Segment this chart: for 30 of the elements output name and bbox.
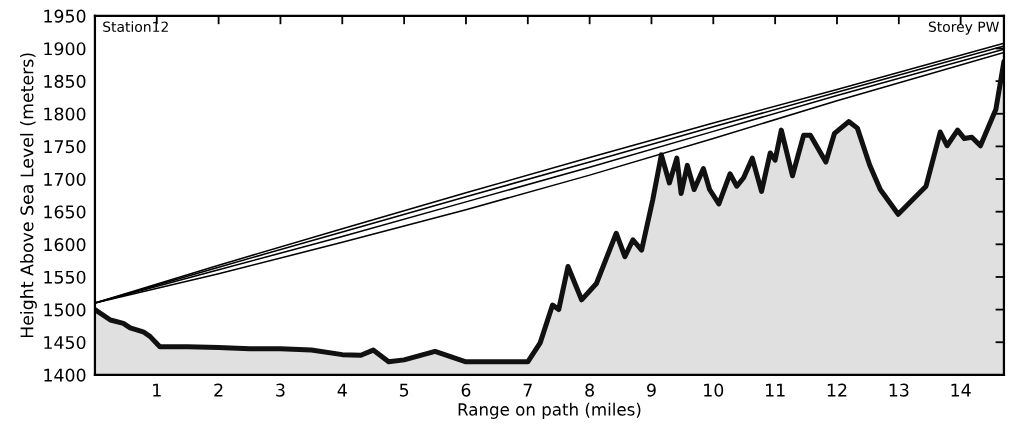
x-tick-label: 6 bbox=[461, 383, 471, 397]
x-tick-label: 3 bbox=[276, 383, 285, 397]
y-tick-label: 1500 bbox=[44, 303, 86, 317]
y-tick-label: 1850 bbox=[44, 74, 86, 88]
y-tick-label: 1900 bbox=[44, 42, 86, 56]
x-tick-label: 8 bbox=[585, 383, 594, 397]
y-tick-label: 1550 bbox=[44, 270, 86, 284]
y-tick-label: 1400 bbox=[44, 368, 86, 382]
x-axis-title: Range on path (miles) bbox=[458, 402, 641, 419]
x-tick-label: 13 bbox=[889, 383, 909, 397]
x-tick-label: 11 bbox=[766, 383, 785, 397]
x-tick-label: 12 bbox=[827, 383, 847, 397]
x-tick-label: 14 bbox=[951, 383, 971, 397]
y-tick-label: 1450 bbox=[44, 335, 86, 350]
x-tick-label: 4 bbox=[337, 383, 347, 397]
y-tick-label: 1700 bbox=[44, 172, 86, 186]
x-tick-label: 7 bbox=[523, 383, 532, 397]
x-tick-label: 5 bbox=[399, 383, 409, 397]
y-tick-label: 1950 bbox=[44, 9, 86, 23]
y-tick-label: 1800 bbox=[44, 107, 86, 121]
x-tick-label: 9 bbox=[647, 383, 656, 397]
annotation: Station12 bbox=[103, 21, 168, 32]
x-tick-label: 1 bbox=[153, 383, 161, 397]
y-tick-label: 1750 bbox=[44, 140, 86, 154]
y-tick-label: 1600 bbox=[44, 238, 86, 252]
x-tick-label: 2 bbox=[214, 383, 223, 397]
y-tick-label: 1650 bbox=[44, 205, 86, 219]
y-axis-title: Height Above Sea Level (meters) bbox=[20, 53, 37, 338]
annotation: Storey PW bbox=[928, 21, 999, 35]
x-tick-label: 10 bbox=[704, 383, 724, 397]
